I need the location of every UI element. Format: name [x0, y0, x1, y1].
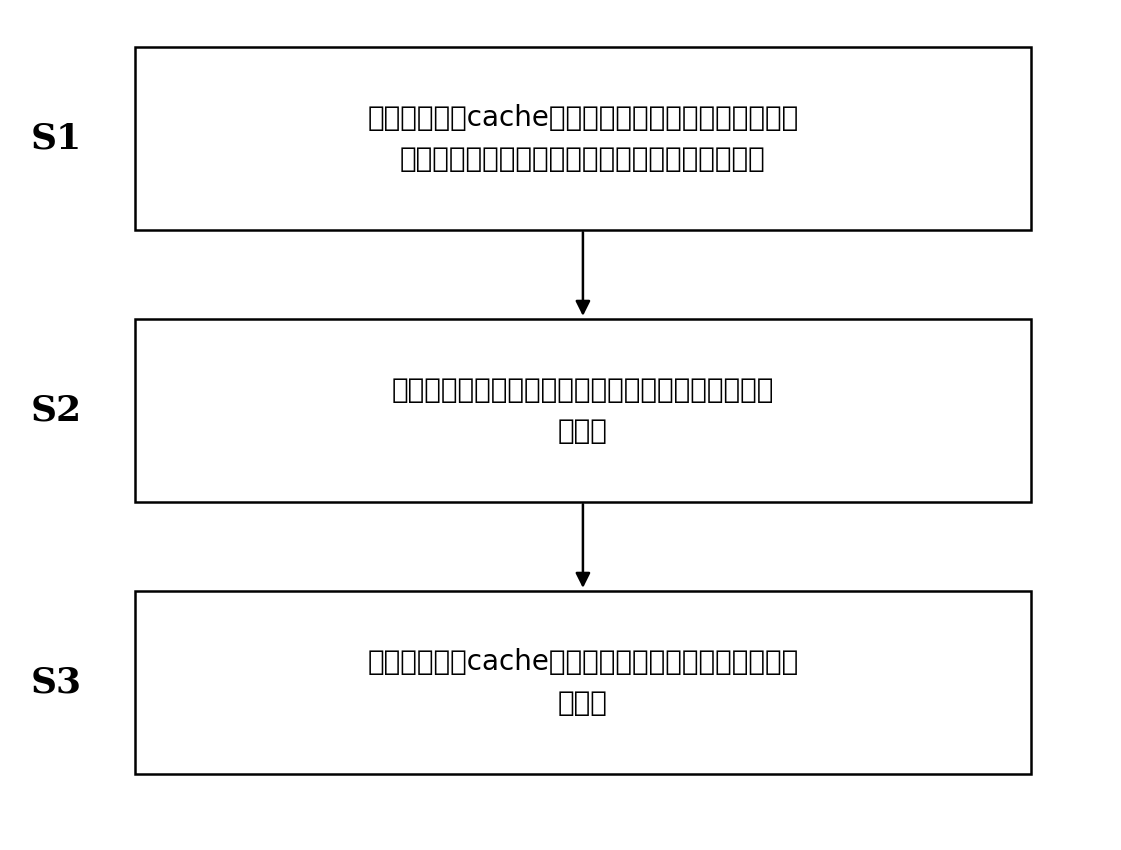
Text: 当非易失内存cache的存储空间不够时，会执行数据回
写操作: 当非易失内存cache的存储空间不够时，会执行数据回 写操作 — [368, 648, 798, 717]
Text: 在初始化阶段之后，可以执行数据提交和元数据更新
操作。: 在初始化阶段之后，可以执行数据提交和元数据更新 操作。 — [391, 376, 775, 445]
Bar — [135, 47, 1031, 230]
Bar — [135, 319, 1031, 502]
Text: S3: S3 — [30, 665, 82, 699]
Text: 在非易失内存cache的初始化阶段，检查系统上次是否
正常关机。若不是正常关机则执行故障恢复操作。: 在非易失内存cache的初始化阶段，检查系统上次是否 正常关机。若不是正常关机则… — [368, 104, 798, 173]
Text: S2: S2 — [30, 394, 82, 428]
Text: S1: S1 — [30, 122, 82, 156]
Bar — [135, 591, 1031, 774]
